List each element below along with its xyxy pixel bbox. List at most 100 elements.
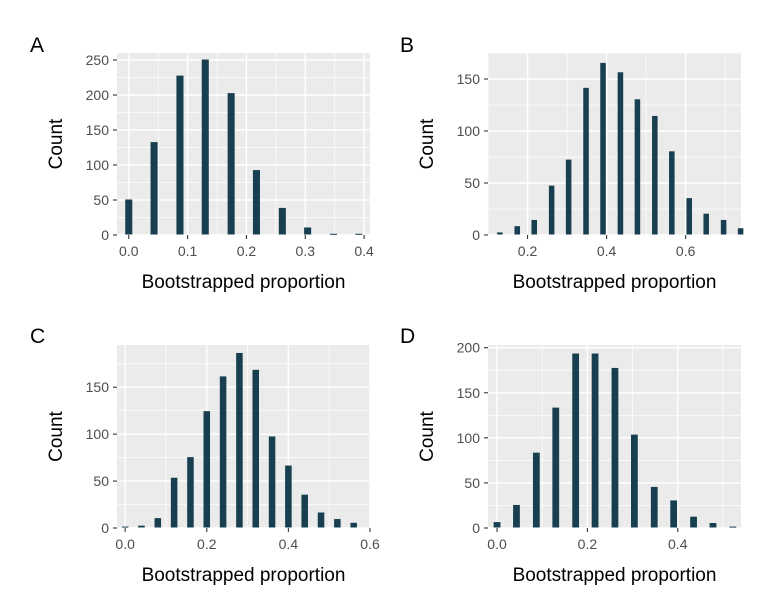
- x-tick-label: 0.2: [197, 536, 217, 552]
- histogram-bar: [617, 72, 624, 235]
- y-axis-title: Count: [46, 118, 67, 169]
- histogram-bar: [548, 185, 555, 235]
- histogram-bar: [591, 353, 599, 528]
- histogram-bar: [690, 516, 697, 528]
- histogram-bar: [355, 233, 363, 235]
- x-tick-label: 0.6: [360, 536, 380, 552]
- panel-b: 0.2 0.4 0.6 0 50 100 150 Bootstrapped proportio…: [400, 34, 744, 293]
- histogram-bar: [650, 486, 658, 528]
- histogram-bar: [278, 207, 286, 235]
- histogram-bar: [201, 59, 209, 235]
- panel-letter: B: [400, 34, 414, 57]
- x-axis-title: Bootstrapped proportion: [513, 272, 717, 293]
- histogram-bar: [227, 93, 235, 235]
- x-tick-label: 0.6: [676, 243, 696, 259]
- x-tick-label: 0.4: [279, 536, 299, 552]
- histogram-bar: [138, 525, 145, 528]
- histogram-bar: [219, 376, 227, 528]
- histogram-bar: [203, 411, 211, 528]
- y-tick-label: 50: [93, 192, 109, 208]
- x-tick-label: 0.0: [115, 536, 135, 552]
- histogram-bar: [729, 526, 737, 528]
- panel-letter: D: [400, 325, 415, 348]
- x-tick-label: 0.4: [354, 243, 374, 259]
- histogram-bar: [334, 519, 341, 528]
- histogram-bar: [583, 87, 589, 235]
- y-tick-label: 250: [86, 52, 110, 68]
- y-axis-title: Count: [417, 410, 438, 461]
- y-tick-label: 50: [464, 475, 480, 491]
- x-tick-label: 0.2: [518, 243, 538, 259]
- y-tick-label: 150: [457, 71, 481, 87]
- histogram-bar: [176, 75, 184, 235]
- panel-d: 0.0 0.2 0.4 0 50 100 150 200 Bootstrapped propor…: [400, 325, 741, 586]
- y-axis-title: Count: [417, 118, 438, 169]
- x-tick-label: 0.4: [597, 243, 617, 259]
- y-tick-label: 0: [101, 520, 109, 536]
- x-tick-label: 0.1: [178, 243, 198, 259]
- histogram-bar: [350, 522, 357, 528]
- histogram-bar: [652, 115, 658, 235]
- histogram-bar: [252, 369, 260, 528]
- histogram-bar: [514, 226, 521, 235]
- x-axis-title: Bootstrapped proportion: [513, 565, 717, 586]
- x-tick-label: 0.3: [296, 243, 316, 259]
- y-tick-label: 150: [86, 379, 110, 395]
- histogram-bar: [150, 142, 158, 235]
- histogram-bar: [572, 353, 580, 528]
- panel-a: 0.0 0.1 0.2 0.3 0.4 0 50 100 150 200 250 Bootstrapp…: [30, 34, 374, 293]
- histogram-bar: [686, 198, 692, 235]
- histogram-bar: [532, 452, 540, 528]
- histogram-bar: [301, 494, 308, 528]
- histogram-bar: [252, 170, 260, 235]
- histogram-bar: [565, 159, 572, 235]
- y-tick-label: 0: [472, 520, 480, 536]
- y-tick-label: 100: [86, 157, 110, 173]
- y-tick-label: 100: [457, 123, 481, 139]
- y-tick-label: 200: [86, 87, 110, 103]
- histogram-bar: [493, 522, 501, 528]
- panel-letter: C: [30, 325, 45, 348]
- histogram-bar: [531, 219, 538, 235]
- histogram-bar: [611, 367, 619, 528]
- y-tick-label: 100: [457, 430, 481, 446]
- y-tick-label: 50: [93, 473, 109, 489]
- plot-background: [117, 53, 370, 235]
- y-tick-label: 0: [101, 227, 109, 243]
- histogram-bar: [304, 227, 312, 235]
- histogram-bar: [669, 151, 675, 235]
- x-tick-label: 0.0: [119, 243, 139, 259]
- x-axis-title: Bootstrapped proportion: [142, 272, 346, 293]
- histogram-bar: [170, 477, 178, 528]
- y-axis-title: Count: [46, 410, 67, 461]
- plot-background: [488, 53, 741, 235]
- histogram-bar: [121, 526, 129, 528]
- histogram-bar: [634, 99, 641, 235]
- panel-c: 0.0 0.2 0.4 0.6 0 50 100 150 Bootstrapped propor…: [30, 325, 380, 586]
- histogram-bar: [187, 457, 194, 528]
- histogram-bar: [329, 233, 338, 235]
- histogram-bar: [125, 199, 133, 235]
- histogram-bar: [268, 436, 276, 528]
- histogram-bar: [720, 219, 727, 235]
- x-tick-label: 0.4: [668, 536, 688, 552]
- histogram-bar: [600, 62, 606, 235]
- y-tick-label: 150: [86, 122, 110, 138]
- histogram-bar: [737, 228, 744, 235]
- histogram-bar: [670, 500, 678, 528]
- histogram-bar: [709, 522, 717, 528]
- histogram-bar: [513, 504, 520, 528]
- x-tick-label: 0.2: [578, 536, 598, 552]
- y-tick-label: 200: [457, 340, 481, 356]
- histogram-bar: [317, 512, 325, 528]
- histogram-bar: [285, 465, 292, 528]
- x-axis-title: Bootstrapped proportion: [142, 565, 346, 586]
- y-tick-label: 0: [472, 227, 480, 243]
- plot-background: [117, 345, 370, 528]
- histogram-bar: [497, 232, 503, 235]
- histogram-bar: [552, 407, 560, 528]
- histogram-bar: [630, 434, 638, 528]
- histogram-bar: [703, 213, 709, 235]
- histogram-bar: [236, 352, 243, 528]
